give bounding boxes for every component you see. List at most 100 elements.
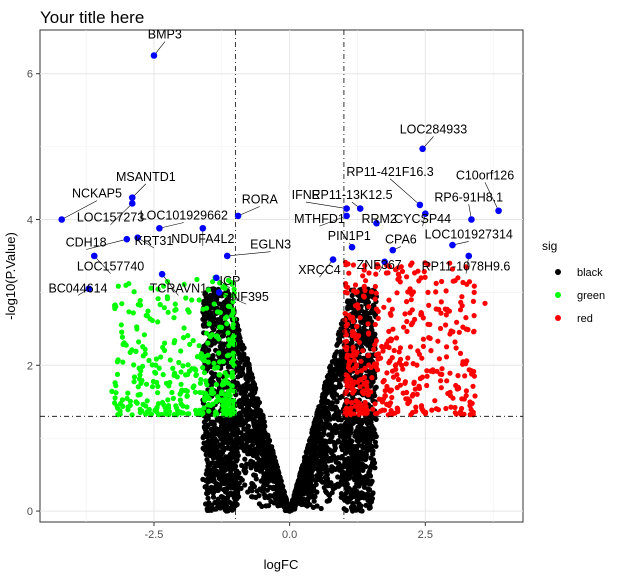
data-point [318, 505, 324, 512]
data-point [357, 384, 363, 390]
data-point [247, 436, 253, 443]
data-point [205, 287, 212, 293]
data-point [158, 354, 164, 360]
gene-label: CDH18 [66, 235, 107, 249]
data-point [211, 471, 217, 478]
data-point [227, 397, 233, 403]
data-point [249, 371, 255, 378]
data-point [443, 312, 449, 318]
data-point [273, 460, 279, 466]
data-point [239, 445, 245, 451]
data-point [216, 431, 223, 438]
data-point [131, 379, 137, 385]
data-point [416, 385, 423, 391]
data-point [227, 439, 233, 445]
label-connector [305, 201, 347, 209]
data-point [350, 344, 356, 350]
data-point [425, 261, 431, 268]
data-point [212, 506, 218, 512]
data-point [336, 365, 342, 371]
data-point [423, 409, 429, 415]
data-point [361, 430, 367, 436]
data-point [242, 390, 248, 396]
data-point [159, 399, 166, 406]
highlighted-point [416, 201, 424, 209]
data-point [157, 302, 163, 308]
data-point [339, 453, 345, 460]
data-point [370, 425, 376, 431]
data-point [358, 476, 364, 482]
data-point [228, 459, 234, 465]
data-point [337, 383, 343, 389]
data-point [207, 452, 213, 458]
data-point [204, 507, 211, 513]
data-point [403, 361, 409, 367]
data-point [218, 494, 224, 500]
legend-label: red [577, 313, 593, 325]
data-point [379, 343, 385, 350]
data-point [212, 436, 218, 442]
data-point [152, 369, 158, 375]
data-point [137, 297, 143, 304]
data-point [334, 342, 340, 348]
data-point [219, 333, 225, 339]
data-point [216, 350, 222, 356]
data-point [234, 380, 240, 386]
label-connector [227, 251, 271, 257]
data-point [342, 429, 348, 435]
data-point [239, 462, 245, 469]
data-point [346, 312, 352, 318]
data-point [146, 357, 152, 364]
data-point [210, 353, 216, 359]
data-point [380, 379, 386, 385]
data-point [243, 385, 249, 391]
data-point [267, 470, 273, 476]
highlighted-point [422, 210, 429, 217]
gene-label: RORA [242, 192, 279, 206]
data-point [345, 460, 351, 466]
y-tick-label: 2 [27, 360, 33, 372]
data-point [239, 437, 245, 443]
data-point [169, 389, 175, 396]
data-point [162, 340, 168, 346]
data-point [129, 347, 135, 353]
data-point [111, 303, 118, 309]
data-point [172, 370, 178, 376]
data-point [118, 322, 124, 328]
data-point [249, 494, 255, 500]
data-point [355, 458, 361, 464]
data-point [115, 405, 121, 411]
data-point [367, 315, 373, 321]
data-point [137, 392, 143, 398]
label-connector [61, 200, 98, 220]
data-point [162, 347, 168, 354]
data-point [366, 304, 372, 310]
data-point [211, 360, 217, 366]
data-point [224, 486, 230, 492]
data-point [394, 290, 400, 296]
gene-label: C10orf126 [456, 168, 514, 182]
data-point [365, 486, 371, 492]
data-point [109, 388, 115, 394]
data-point [394, 405, 400, 411]
gene-label: LOC284933 [400, 123, 467, 137]
data-point [344, 378, 350, 384]
data-point [384, 341, 390, 347]
data-point [355, 506, 362, 512]
data-point [207, 313, 214, 319]
data-point [224, 418, 231, 424]
data-point [234, 501, 240, 508]
data-point [207, 292, 214, 298]
data-point [437, 325, 444, 332]
data-point [205, 415, 211, 422]
label-connector [319, 215, 347, 227]
gene-label: RP6-91H8.1 [434, 190, 503, 204]
data-point [274, 471, 280, 477]
data-point [217, 397, 223, 403]
highlighted-point [156, 224, 163, 232]
data-point [155, 383, 161, 389]
data-point [317, 432, 323, 438]
data-point [217, 324, 223, 330]
data-point [181, 281, 187, 287]
data-point [404, 299, 410, 305]
